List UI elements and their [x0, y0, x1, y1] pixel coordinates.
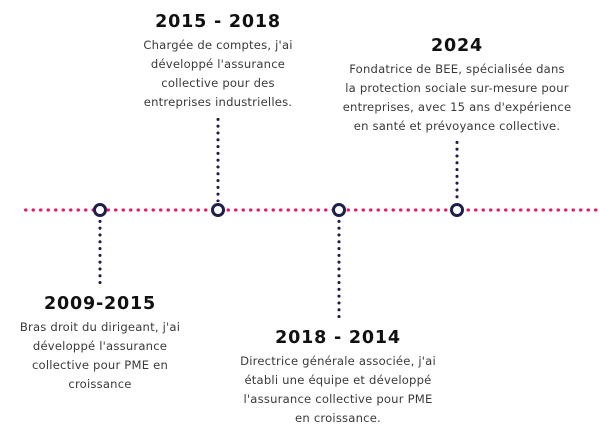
timeline-marker-2009-2015 — [93, 203, 107, 217]
connector-2009-2015 — [98, 218, 102, 288]
connector-2018-2014 — [337, 218, 341, 318]
event-2018-2014: 2018 - 2014 Directrice générale associée… — [212, 328, 464, 428]
timeline-axis-line — [22, 208, 600, 212]
connector-2015-2018 — [216, 116, 220, 202]
event-period: 2009-2015 — [44, 294, 156, 314]
event-period: 2015 - 2018 — [155, 12, 281, 32]
event-2024: 2024 Fondatrice de BEE, spécialisée dans… — [322, 36, 592, 136]
event-2015-2018: 2015 - 2018 Chargée de comptes, j'ai dév… — [118, 12, 318, 112]
event-period: 2018 - 2014 — [275, 328, 401, 348]
timeline-marker-2018-2014 — [332, 203, 346, 217]
event-description: Fondatrice de BEE, spécialisée dans la p… — [342, 62, 572, 133]
event-period: 2024 — [431, 36, 483, 56]
event-description: Chargée de comptes, j'ai développé l'ass… — [143, 38, 293, 109]
connector-2024 — [455, 139, 459, 202]
event-description: Bras droit du dirigeant, j'ai développé … — [19, 320, 181, 391]
event-description: Directrice générale associée, j'ai établ… — [240, 354, 436, 425]
event-2009-2015: 2009-2015 Bras droit du dirigeant, j'ai … — [0, 294, 200, 394]
timeline-marker-2024 — [450, 203, 464, 217]
timeline-marker-2015-2018 — [211, 203, 225, 217]
